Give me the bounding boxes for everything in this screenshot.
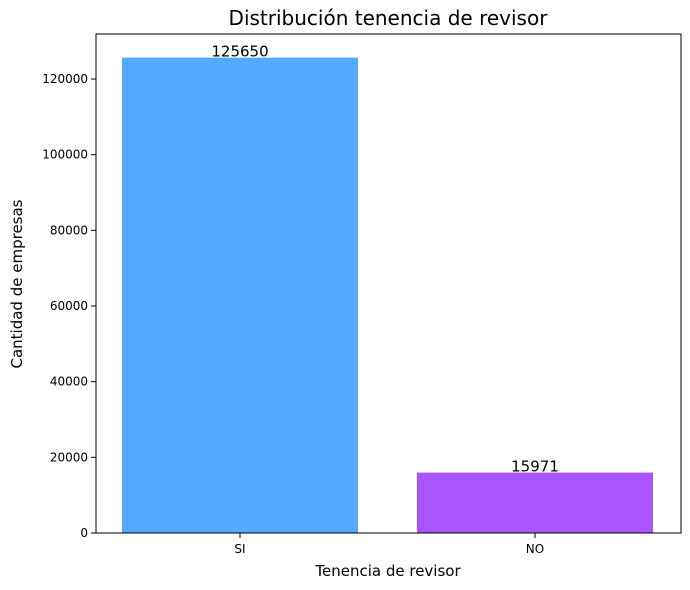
y-tick-label: 60000 (50, 299, 88, 313)
x-ticks-group: SI NO (234, 533, 544, 556)
x-tick-label: NO (526, 542, 544, 556)
bar-no (417, 472, 653, 533)
y-tick-label: 80000 (50, 223, 88, 237)
data-labels-group: 125650 15971 (211, 43, 558, 476)
data-label: 15971 (511, 458, 559, 476)
y-tick-label: 20000 (50, 450, 88, 464)
y-tick-label: 0 (80, 526, 88, 540)
y-axis-label: Cantidad de empresas (8, 199, 26, 368)
bar-si (122, 57, 358, 533)
x-axis-label: Tenencia de revisor (314, 562, 461, 580)
chart-title: Distribución tenencia de revisor (229, 6, 549, 30)
data-label: 125650 (211, 43, 268, 61)
plot-frame (95, 33, 682, 534)
bars-group (122, 57, 653, 533)
y-ticks-group: 0 20000 40000 60000 80000 100000 120000 (42, 72, 96, 540)
x-tick-label: SI (234, 542, 245, 556)
y-tick-label: 40000 (50, 375, 88, 389)
y-tick-label: 120000 (42, 72, 88, 86)
y-tick-label: 100000 (42, 148, 88, 162)
